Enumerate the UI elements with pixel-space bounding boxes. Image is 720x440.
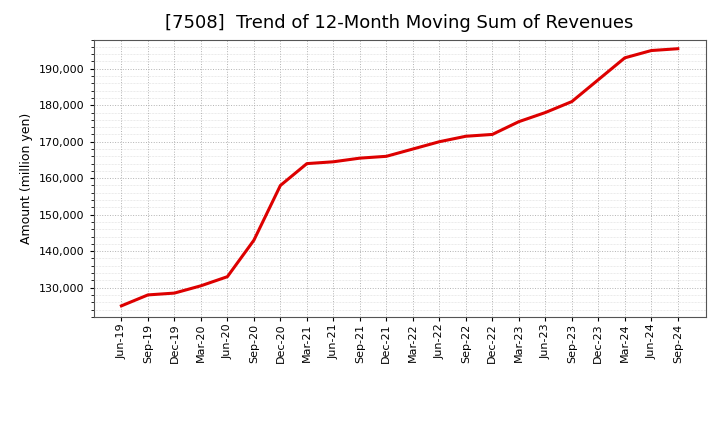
Y-axis label: Amount (million yen): Amount (million yen) — [20, 113, 33, 244]
Title: [7508]  Trend of 12-Month Moving Sum of Revenues: [7508] Trend of 12-Month Moving Sum of R… — [166, 15, 634, 33]
